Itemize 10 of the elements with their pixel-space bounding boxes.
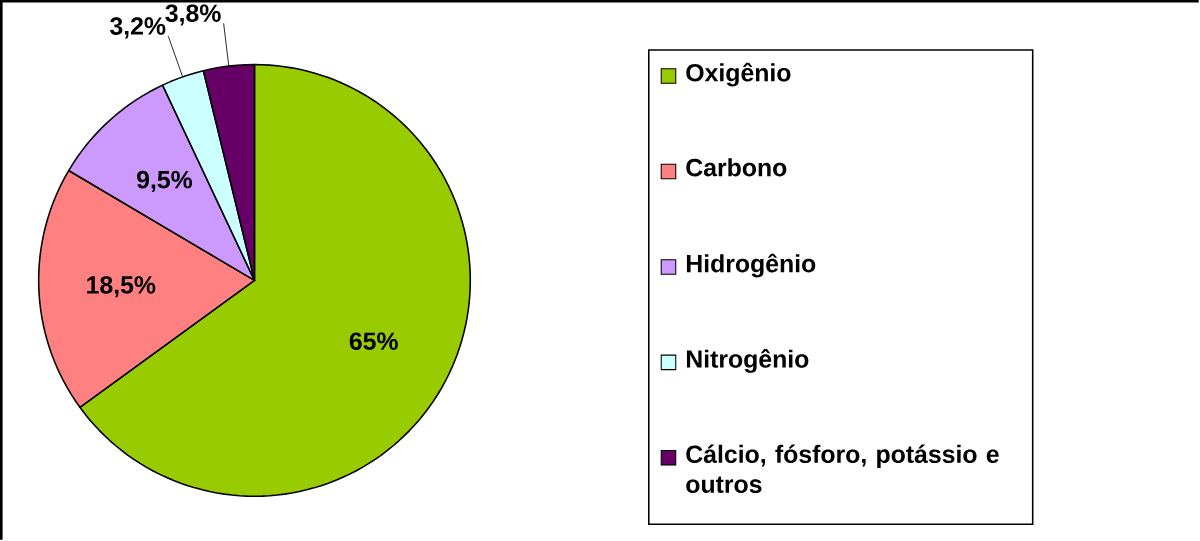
legend-label: Nitrogênio [686, 349, 809, 373]
data-label: 18,5% [87, 276, 156, 298]
data-label: 3,8% [165, 4, 221, 26]
legend-label: Oxigênio [686, 62, 791, 87]
data-label: 3,2% [110, 17, 166, 39]
data-label: 65% [349, 332, 398, 350]
legend-label: Cálcio, fósforo, potássio e outros [686, 444, 999, 493]
legend-label: Carbono [686, 158, 787, 177]
legend-label: Hidrogênio [686, 253, 816, 278]
data-label: 9,5% [137, 170, 193, 192]
